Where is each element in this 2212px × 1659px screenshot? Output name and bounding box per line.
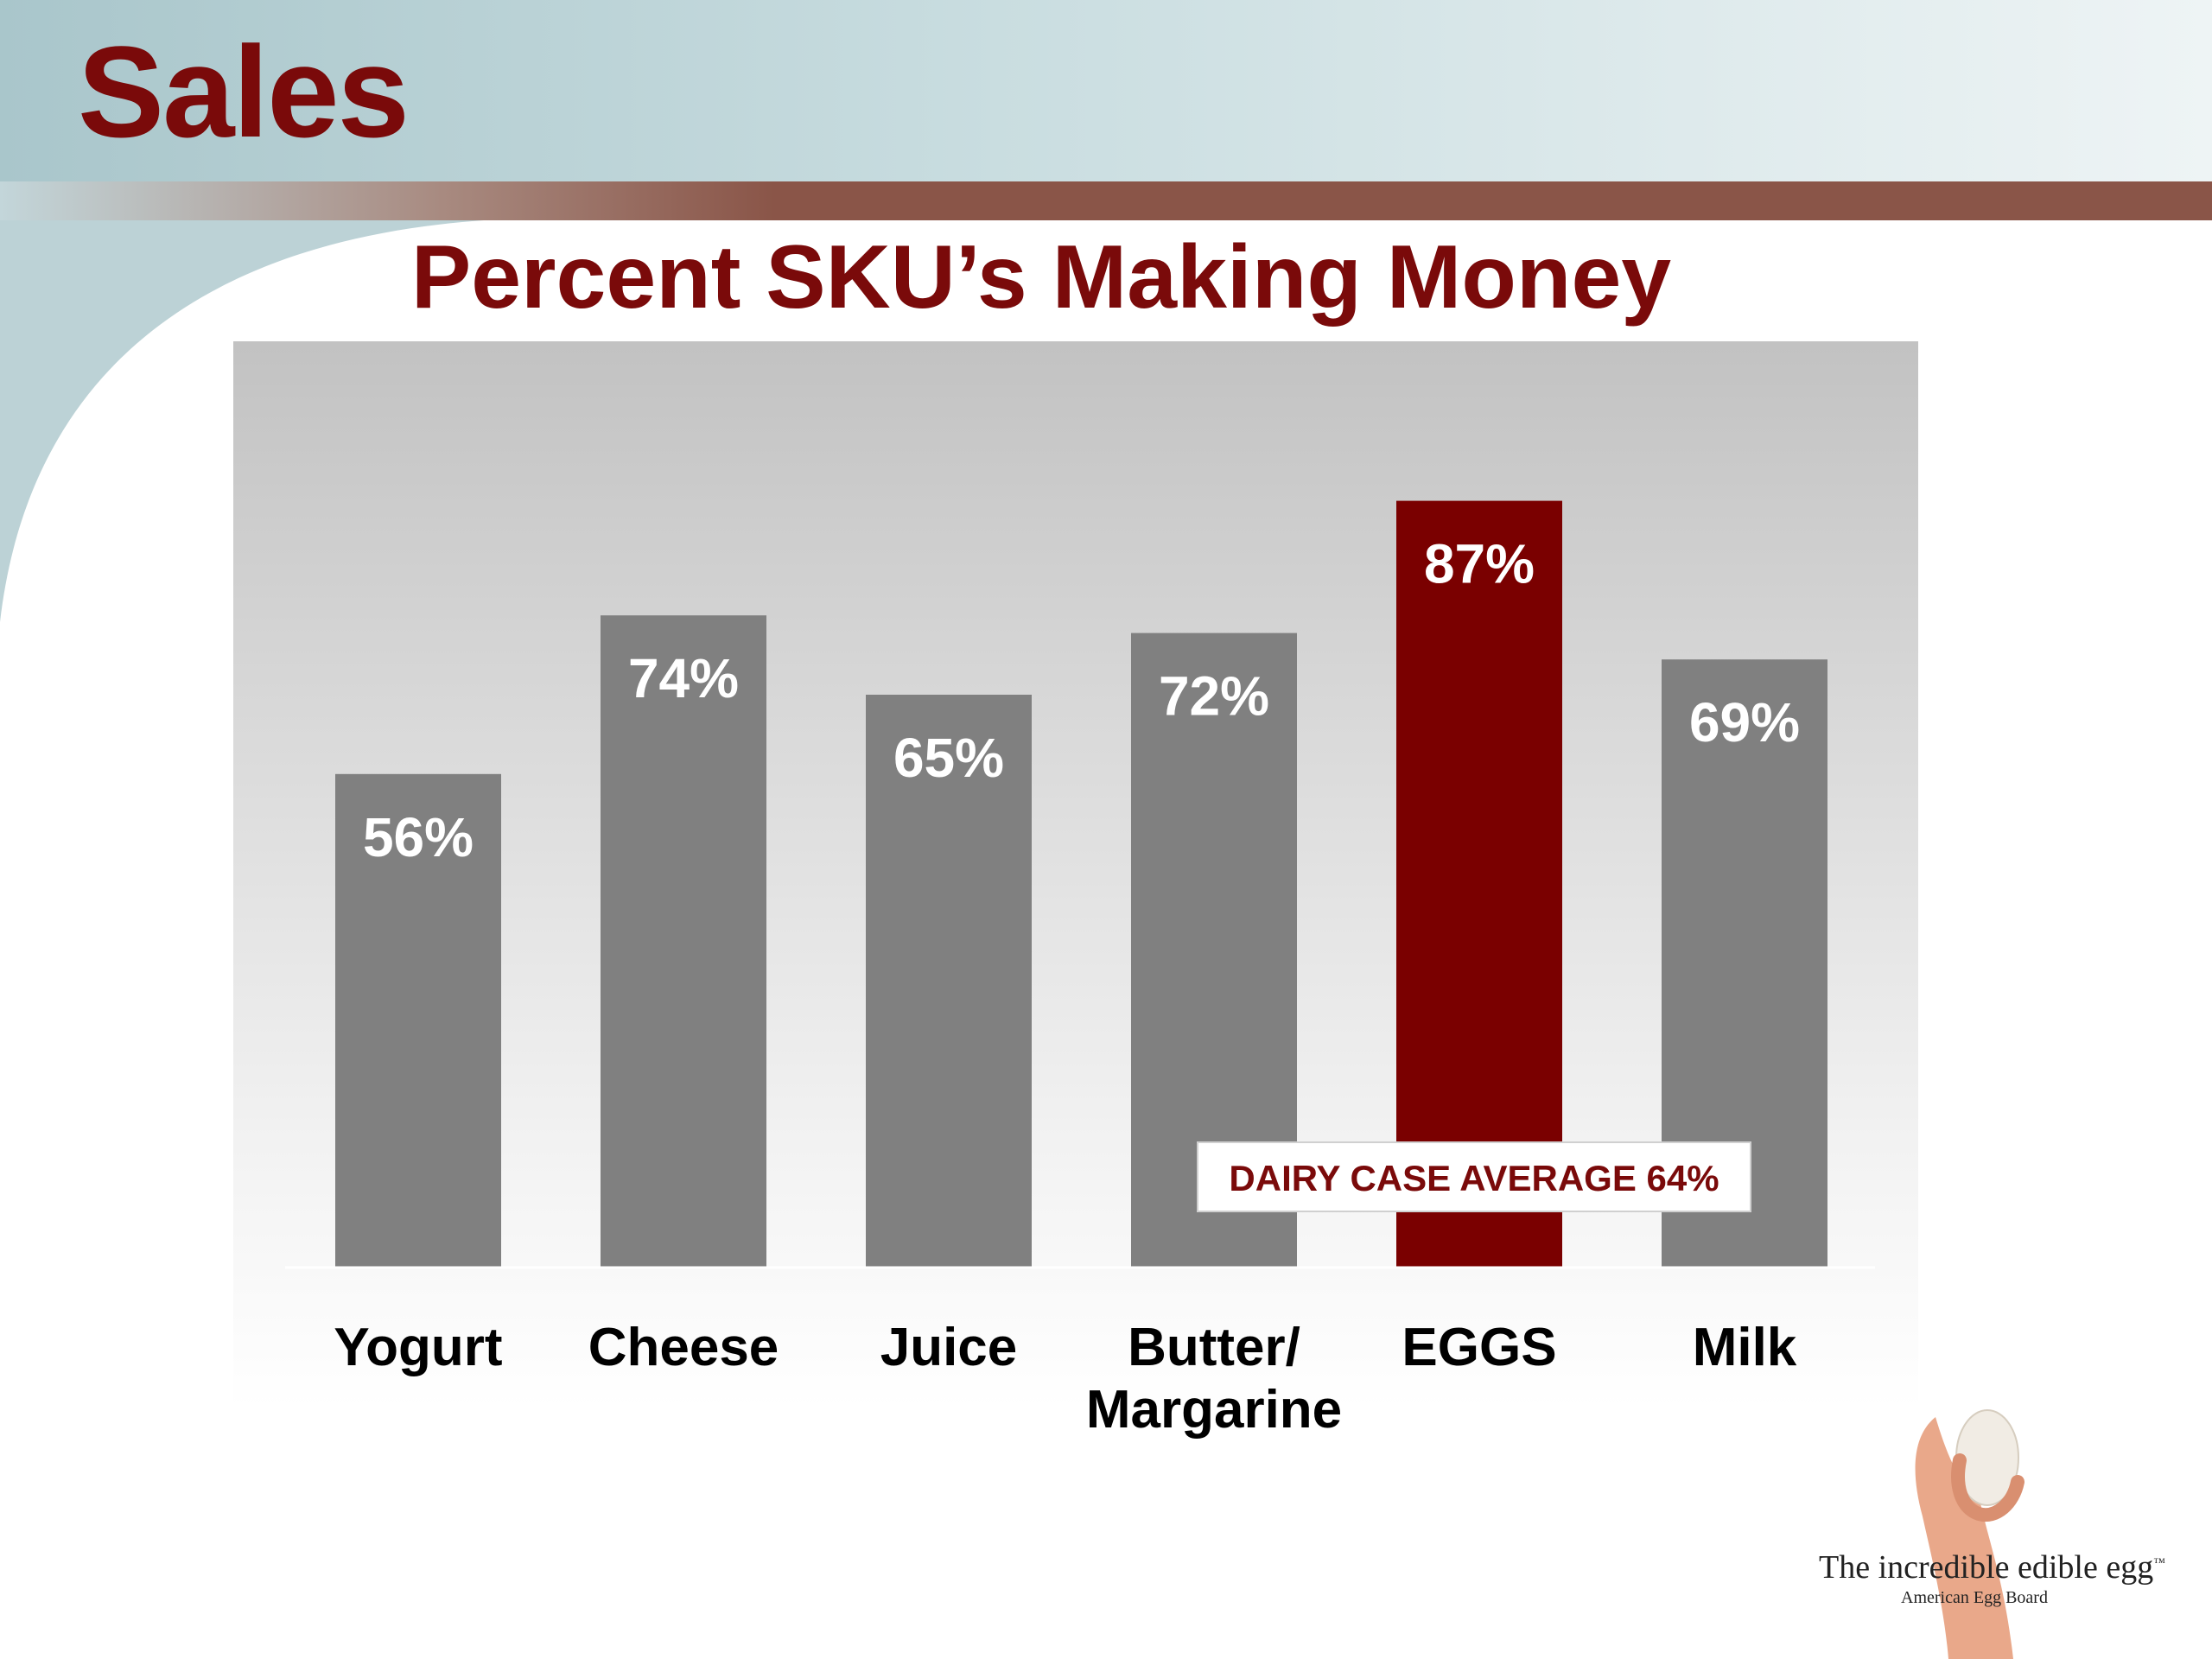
tick-label: Yogurt [334,1318,502,1377]
header-band [0,0,2212,181]
data-label: 69% [1689,691,1800,753]
header-swoosh [0,220,484,622]
plot-area [233,341,1918,1408]
brand-logo-text: The incredible edible egg™ [1819,1549,2165,1586]
slide-title: Sales [78,19,410,164]
egg-hand-logo [1915,1409,2024,1659]
tick-label: Margarine [1086,1380,1342,1440]
chart-title: Percent SKU’s Making Money [410,227,1672,327]
bar [1396,500,1562,1268]
annotation-box [1197,1141,1751,1212]
header-stripe [0,181,2212,220]
tick-label: Butter/ [1128,1318,1300,1377]
tick-label: Milk [1693,1318,1797,1377]
tick-label: EGGS [1402,1318,1556,1377]
data-label: 65% [893,727,1004,789]
tick-label: Juice [880,1318,1018,1377]
bar [601,615,766,1268]
annotation-label: DAIRY CASE AVERAGE 64% [1229,1158,1719,1198]
data-label: 74% [628,647,739,709]
brand-logo-subtext: American Egg Board [1901,1588,2048,1607]
data-label: 87% [1424,533,1535,595]
bar [866,695,1032,1268]
data-label: 72% [1159,665,1269,728]
data-label: 56% [363,806,474,868]
tick-label: Cheese [588,1318,779,1377]
bar [335,773,501,1268]
